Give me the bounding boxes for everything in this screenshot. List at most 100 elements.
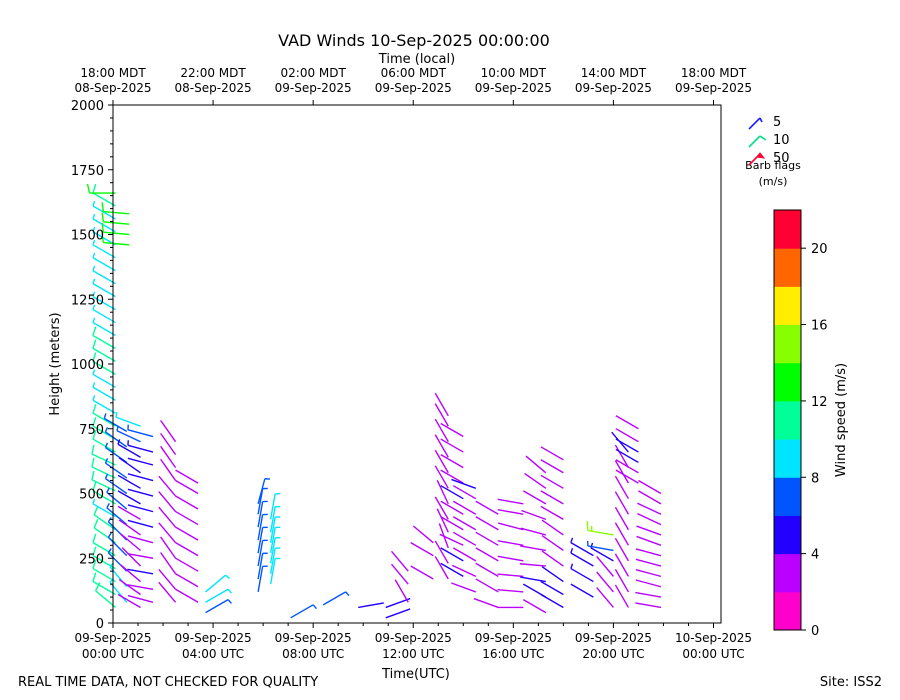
- y-tick-label: 250: [79, 552, 104, 567]
- wind-barb: [92, 498, 116, 518]
- wind-barb: [637, 512, 662, 526]
- wind-barbs: [86, 183, 662, 619]
- y-tick-label: 2000: [71, 99, 104, 114]
- wind-barb: [522, 490, 547, 505]
- wind-barb: [269, 516, 281, 543]
- wind-barb: [570, 563, 594, 583]
- wind-barb: [117, 505, 141, 521]
- wind-barb: [434, 556, 449, 580]
- wind-barb: [635, 602, 662, 609]
- wind-barb: [440, 453, 464, 469]
- wind-barb: [637, 502, 662, 515]
- wind-barb: [92, 339, 116, 363]
- wind-barb: [269, 547, 281, 574]
- wind-barb: [118, 579, 141, 596]
- wind-barb: [106, 503, 128, 526]
- colorbar-tick-label: 4: [811, 548, 819, 563]
- wind-barb: [158, 475, 177, 497]
- wind-barb: [522, 599, 547, 614]
- wind-barb: [410, 565, 434, 580]
- wind-barb: [497, 573, 524, 578]
- top-tick-label: 08-Sep-2025: [74, 81, 151, 95]
- footer-quality-note: REAL TIME DATA, NOT CHECKED FOR QUALITY: [18, 675, 318, 690]
- wind-barb: [116, 425, 141, 443]
- wind-barb: [434, 449, 449, 474]
- wind-barb: [452, 500, 477, 515]
- barb-legend-sample: [748, 117, 763, 130]
- x-tick-label: 09-Sep-2025: [475, 631, 552, 645]
- wind-barb: [104, 458, 128, 479]
- wind-barb: [596, 587, 614, 608]
- wind-barb: [92, 404, 116, 427]
- colorbar-bin: [774, 324, 801, 364]
- wind-barb: [570, 547, 594, 567]
- wind-barb: [92, 430, 116, 453]
- wind-barb: [175, 469, 199, 484]
- wind-barb: [117, 439, 141, 458]
- wind-barb: [638, 490, 662, 505]
- barb-legend: Barb flags (m/s) 5 10 50: [745, 115, 801, 188]
- wind-barb: [92, 395, 116, 414]
- wind-barb: [92, 213, 116, 233]
- colorbar-bin: [774, 210, 801, 249]
- wind-barb: [540, 593, 564, 609]
- wind-barb: [104, 427, 128, 448]
- wind-barb: [257, 565, 268, 593]
- wind-barb: [257, 552, 268, 580]
- colorbar-tick-label: 8: [811, 471, 819, 486]
- wind-barb: [92, 546, 116, 570]
- wind-barb: [497, 509, 524, 515]
- wind-barb: [175, 510, 199, 526]
- wind-barb: [158, 522, 177, 544]
- wind-barb: [385, 608, 411, 619]
- wind-barb: [614, 506, 630, 531]
- wind-barb: [540, 580, 564, 596]
- top-tick-label: 09-Sep-2025: [275, 81, 352, 95]
- wind-barb: [614, 522, 630, 546]
- wind-barb: [475, 516, 499, 531]
- wind-barb: [92, 326, 116, 350]
- colorbar-bin: [774, 439, 801, 478]
- y-tick-label: 1500: [71, 229, 104, 244]
- wind-barb: [269, 557, 281, 585]
- wind-barb: [541, 566, 564, 583]
- wind-barb: [127, 568, 154, 575]
- wind-barb: [91, 444, 116, 466]
- wind-barb: [160, 420, 177, 443]
- bottom-axis: 09-Sep-2025 00:00 UTC 09-Sep-2025 04:00 UTC…: [74, 623, 752, 661]
- x-tick-label: 09-Sep-2025: [575, 631, 652, 645]
- wind-barb: [615, 459, 639, 474]
- wind-barb: [175, 542, 199, 557]
- wind-barb: [541, 534, 564, 552]
- top-tick-label: 18:00 MDT: [681, 66, 747, 80]
- wind-barb: [440, 547, 464, 562]
- wind-barb: [117, 474, 141, 489]
- wind-barb: [104, 473, 128, 495]
- wind-barb: [120, 564, 141, 583]
- wind-barb: [451, 478, 477, 489]
- wind-barb: [452, 516, 477, 531]
- colorbar-tick-label: 20: [811, 242, 828, 257]
- colorbar-frame: [773, 209, 802, 631]
- wind-barb: [257, 500, 268, 528]
- wind-barb: [92, 252, 116, 272]
- wind-barb: [175, 526, 199, 541]
- wind-barb: [127, 440, 154, 453]
- x-tick-label: 08:00 UTC: [282, 647, 344, 661]
- x-axis-label: Time(UTC): [381, 667, 450, 682]
- wind-barb: [540, 459, 564, 474]
- wind-barb: [451, 564, 477, 578]
- wind-barb: [269, 492, 281, 520]
- wind-barb: [439, 533, 464, 546]
- wind-barb: [160, 432, 177, 456]
- chart-title: VAD Winds 10-Sep-2025 00:00:00: [278, 31, 550, 50]
- wind-barb: [570, 537, 594, 557]
- top-tick-label: 10:00 MDT: [481, 66, 547, 80]
- top-tick-label: 09-Sep-2025: [375, 81, 452, 95]
- y-tick-label: 1750: [71, 164, 104, 179]
- wind-barb: [586, 521, 614, 536]
- wind-barb: [434, 418, 449, 443]
- wind-barb: [440, 469, 464, 484]
- barb-legend-label: 10: [773, 133, 790, 148]
